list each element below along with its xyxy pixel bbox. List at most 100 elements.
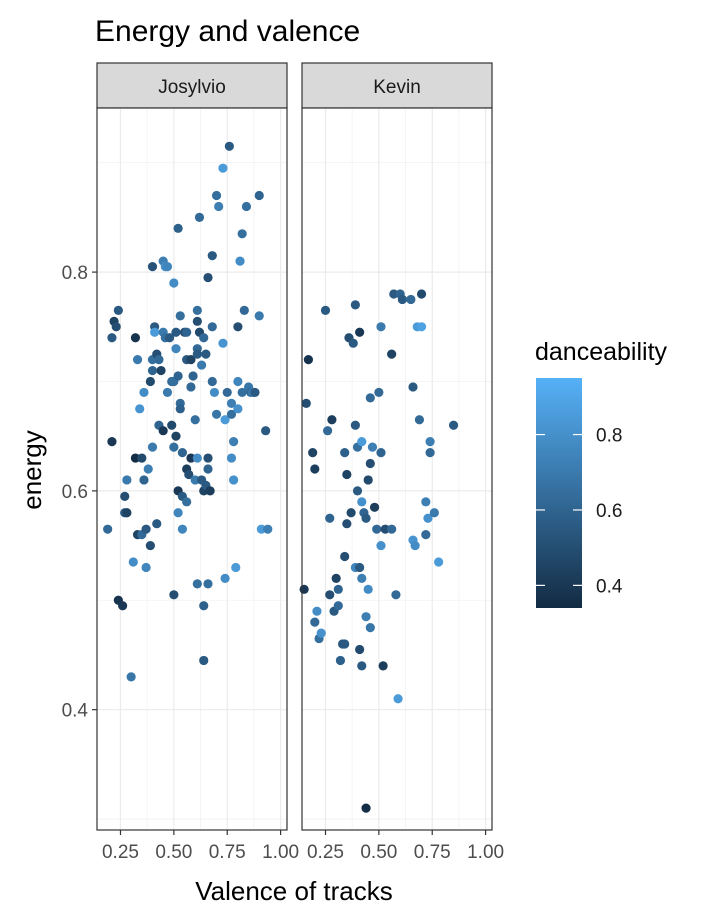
data-point [352,486,363,496]
data-point [376,540,386,551]
data-point [361,803,371,813]
data-point [327,415,337,425]
data-point [192,305,202,315]
data-point [220,415,230,425]
data-point [207,376,217,387]
x-axis-label: Valence of tracks [195,876,393,906]
data-point [192,579,202,589]
data-point [310,464,320,474]
data-point [425,447,435,458]
data-point [256,524,266,534]
data-point [408,382,418,392]
data-point [126,672,136,682]
data-point [192,453,202,463]
data-point [357,661,367,671]
data-point [154,355,164,365]
data-point [237,387,247,398]
data-point [190,415,200,425]
data-point [416,289,427,299]
data-point [372,524,382,534]
panel-background [302,108,492,830]
legend-colorbar [536,378,582,608]
data-point [348,338,358,348]
data-point [147,365,158,376]
data-point [301,398,311,408]
data-point [235,256,245,266]
data-point [320,305,331,315]
data-point [361,513,371,523]
data-point [120,491,130,501]
data-point [152,519,162,529]
data-point [335,655,346,666]
data-point [156,365,166,376]
x-axis: 0.25 0.50 0.75 1.00 [102,830,299,863]
data-point [171,327,181,337]
data-point [139,387,149,398]
data-point [122,508,132,518]
data-point [194,212,205,222]
data-point [205,486,215,496]
data-point [406,294,416,305]
data-point [135,404,145,414]
data-point [233,404,243,414]
data-point [361,612,371,622]
data-point [173,508,183,518]
data-point [192,349,202,359]
data-point [177,524,187,534]
gridlines [97,108,287,830]
data-point [325,590,335,600]
data-point [203,579,213,589]
data-point [421,497,431,507]
data-point [333,584,343,594]
data-point [207,322,217,332]
y-tick-label: 0.8 [62,263,88,284]
facet-strip-label: Josylvio [158,77,226,98]
panel-border [301,107,493,831]
data-point [414,415,425,425]
data-point [357,497,367,507]
data-point [103,524,113,534]
data-point [113,305,123,315]
data-point [128,557,138,567]
data-point [122,475,132,485]
data-point [434,557,444,567]
data-point [177,447,187,458]
data-point [184,469,194,480]
data-point [226,453,237,463]
data-point [145,376,155,387]
data-point [376,322,386,332]
data-point [363,584,373,594]
data-point [218,338,228,348]
data-point [365,393,375,403]
data-point [231,562,241,573]
x-tick-label: 0.75 [414,842,451,863]
x-tick-label: 1.00 [467,842,504,863]
data-point [132,355,143,365]
x-tick-label: 0.25 [102,842,139,863]
data-point [173,371,183,381]
panel-josylvio: Josylvio 0.25 0.50 0.75 1.00 [96,62,299,863]
data-point [175,404,185,414]
data-point [229,437,239,447]
data-point [211,190,222,201]
data-point [186,355,196,365]
data-point [250,387,260,398]
data-point [254,190,264,201]
data-point [141,524,151,534]
data-point [158,426,168,436]
data-point [199,655,209,666]
data-point [303,355,314,365]
y-tick-label: 0.6 [62,482,88,503]
data-point [323,426,333,436]
legend-tick-label: 0.6 [596,501,622,522]
data-point [162,387,173,398]
data-point [263,524,273,534]
data-point [393,694,403,704]
data-point [342,519,352,529]
data-point [355,562,365,573]
y-tick-label: 0.4 [62,701,89,722]
data-point [169,278,179,288]
data-point [325,513,335,523]
data-point [423,513,433,523]
data-point [145,540,155,551]
